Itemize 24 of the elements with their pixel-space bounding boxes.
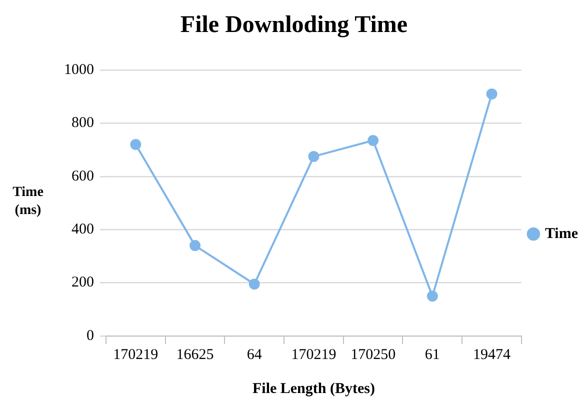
x-axis-title: File Length (Bytes) (252, 380, 375, 397)
x-tick-label: 170219 (113, 346, 158, 363)
y-tick-label: 800 (72, 115, 94, 132)
y-axis-title: Time (ms) (12, 184, 44, 220)
y-tick-label: 0 (86, 328, 94, 344)
x-tick-label: 16625 (176, 346, 214, 363)
point (248, 278, 260, 290)
point (368, 134, 379, 146)
y-tick-label: 1000 (64, 62, 94, 78)
x-tick-label: 170219 (291, 346, 336, 363)
point (486, 88, 498, 100)
point (426, 290, 438, 302)
x-tick-label: 64 (246, 346, 262, 363)
point (308, 150, 320, 162)
point (130, 138, 142, 150)
y-tick-label: 400 (72, 222, 94, 238)
x-tick-label: 19474 (473, 346, 512, 363)
x-tick-label: 61 (424, 346, 440, 363)
y-tick-label: 200 (72, 274, 94, 291)
chart-title: File Downloding Time (179, 12, 409, 39)
point (190, 240, 201, 252)
y-tick-label: 600 (72, 168, 94, 184)
x-tick-label: 170250 (350, 346, 396, 363)
legend-label: Time (544, 226, 578, 242)
